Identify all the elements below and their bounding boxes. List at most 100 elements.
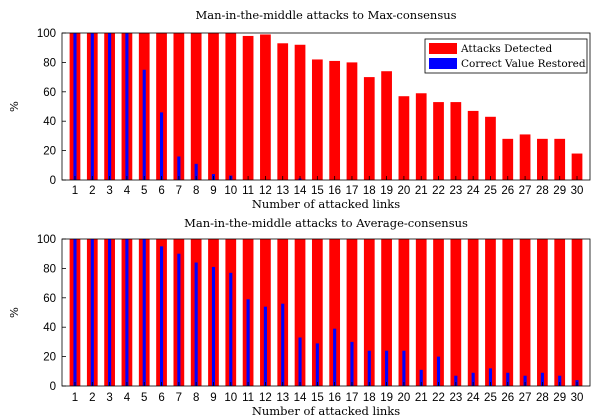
- x-tick-label: 23: [449, 392, 462, 404]
- x-tick-label: 3: [106, 185, 112, 197]
- y-axis-label: %: [7, 307, 21, 318]
- x-tick-label: 8: [193, 392, 199, 404]
- x-tick-label: 20: [398, 392, 411, 404]
- y-tick-label: 20: [43, 352, 56, 364]
- bar-correct-value-restored: [90, 33, 94, 180]
- bar-attacks-detected: [190, 33, 202, 180]
- x-tick-label: 10: [224, 185, 237, 197]
- bar-attacks-detected: [329, 60, 341, 180]
- y-tick-label: 80: [43, 57, 56, 69]
- x-tick-label: 27: [519, 392, 532, 404]
- bar-attacks-detected: [311, 239, 323, 386]
- x-tick-label: 7: [176, 392, 182, 404]
- chart-title: Man-in-the-middle attacks to Max-consens…: [195, 8, 456, 22]
- x-tick-label: 5: [141, 392, 147, 404]
- x-tick-label: 24: [467, 185, 480, 197]
- x-tick-label: 16: [328, 185, 341, 197]
- bar-attacks-detected: [433, 239, 444, 386]
- bar-correct-value-restored: [385, 350, 389, 386]
- x-tick-label: 6: [158, 185, 164, 197]
- bar-correct-value-restored: [454, 375, 458, 386]
- x-tick-label: 25: [484, 392, 497, 404]
- bar-correct-value-restored: [73, 239, 77, 386]
- bar-attacks-detected: [225, 33, 237, 180]
- x-tick-label: 29: [553, 185, 566, 197]
- x-tick-label: 26: [501, 185, 514, 197]
- x-tick-label: 12: [259, 392, 272, 404]
- x-tick-label: 20: [398, 185, 411, 197]
- bar-attacks-detected: [485, 116, 496, 180]
- bar-correct-value-restored: [246, 299, 250, 386]
- bar-correct-value-restored: [419, 369, 423, 386]
- x-tick-label: 7: [176, 185, 182, 197]
- bar-correct-value-restored: [281, 303, 285, 386]
- x-tick-label: 17: [346, 392, 359, 404]
- bar-correct-value-restored: [177, 156, 181, 180]
- chart-2: Man-in-the-middle attacks to Average-con…: [7, 216, 591, 418]
- legend-swatch: [429, 43, 457, 54]
- y-tick-label: 40: [43, 116, 56, 128]
- legend: Attacks Detected Correct Value Restored: [424, 38, 588, 74]
- x-tick-label: 28: [536, 392, 549, 404]
- bar-correct-value-restored: [177, 253, 181, 386]
- bar-attacks-detected: [277, 43, 289, 180]
- bar-correct-value-restored: [488, 368, 493, 386]
- x-tick-label: 24: [467, 392, 480, 404]
- bar-correct-value-restored: [402, 350, 406, 386]
- legend-label: Attacks Detected: [460, 43, 552, 55]
- x-tick-label: 11: [242, 392, 254, 404]
- y-tick-label: 40: [43, 322, 56, 334]
- y-axis-label: %: [7, 101, 21, 112]
- x-tick-label: 29: [553, 392, 566, 404]
- chart-title: Man-in-the-middle attacks to Average-con…: [184, 216, 468, 230]
- bar-attacks-detected: [381, 71, 392, 180]
- bar-correct-value-restored: [229, 272, 233, 386]
- x-tick-label: 2: [89, 185, 95, 197]
- bar-correct-value-restored: [125, 33, 129, 180]
- bar-correct-value-restored: [108, 33, 112, 180]
- bar-attacks-detected: [571, 153, 583, 180]
- x-tick-label: 30: [571, 185, 584, 197]
- bar-attacks-detected: [433, 102, 444, 180]
- legend-swatch: [429, 58, 457, 69]
- y-tick-label: 60: [43, 87, 56, 99]
- legend-label: Correct Value Restored: [461, 58, 586, 70]
- bar-correct-value-restored: [211, 266, 216, 386]
- x-tick-label: 4: [124, 185, 131, 197]
- bar-correct-value-restored: [108, 239, 112, 386]
- bar-attacks-detected: [242, 35, 254, 180]
- x-tick-label: 12: [259, 185, 272, 197]
- bar-attacks-detected: [294, 239, 306, 386]
- x-tick-label: 4: [124, 392, 131, 404]
- x-tick-label: 26: [501, 392, 514, 404]
- bar-correct-value-restored: [194, 163, 198, 180]
- bar-correct-value-restored: [506, 372, 510, 386]
- bar-attacks-detected: [502, 138, 514, 180]
- x-tick-label: 19: [380, 185, 393, 197]
- bar-attacks-detected: [363, 239, 375, 386]
- bar-correct-value-restored: [298, 337, 302, 386]
- bar-attacks-detected: [415, 239, 427, 386]
- x-tick-label: 19: [380, 392, 393, 404]
- x-tick-label: 25: [484, 185, 497, 197]
- bar-attacks-detected: [294, 44, 306, 181]
- x-tick-label: 27: [519, 185, 532, 197]
- x-axis-label: Number of attacked links: [252, 197, 400, 211]
- bar-attacks-detected: [519, 239, 531, 386]
- bar-attacks-detected: [346, 62, 358, 180]
- y-tick-label: 0: [50, 381, 56, 393]
- x-tick-label: 22: [432, 185, 445, 197]
- y-tick-label: 100: [37, 234, 56, 246]
- bar-correct-value-restored: [194, 262, 198, 386]
- x-tick-label: 9: [210, 185, 216, 197]
- bar-attacks-detected: [260, 34, 271, 180]
- bar-correct-value-restored: [142, 239, 146, 386]
- bar-correct-value-restored: [159, 112, 164, 180]
- x-tick-label: 1: [72, 392, 78, 404]
- bar-correct-value-restored: [263, 306, 267, 386]
- x-tick-label: 3: [106, 392, 112, 404]
- x-tick-label: 5: [141, 185, 147, 197]
- x-tick-label: 23: [449, 185, 462, 197]
- x-tick-label: 17: [346, 185, 359, 197]
- x-tick-label: 15: [311, 392, 324, 404]
